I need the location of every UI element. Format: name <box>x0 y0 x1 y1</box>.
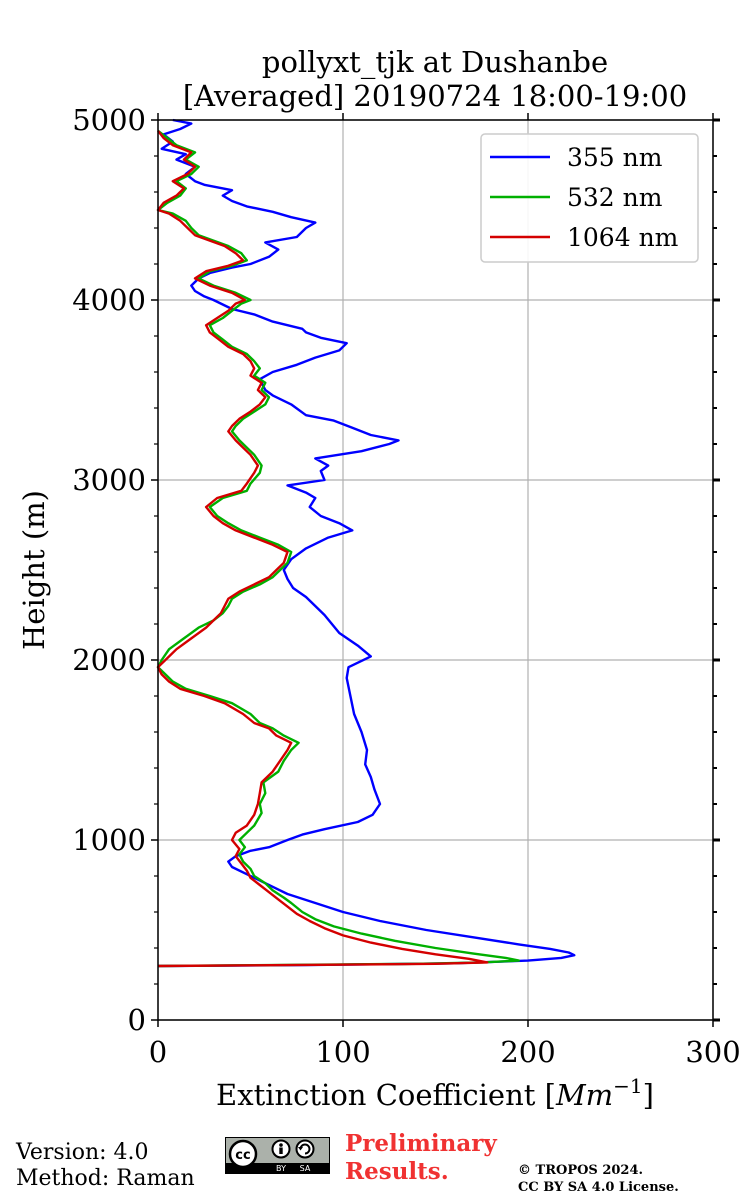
by-label: BY <box>276 1164 286 1173</box>
axis-ticks <box>151 113 720 1027</box>
preliminary-results-line1: Preliminary <box>345 1130 497 1157</box>
y-tick-label: 2000 <box>72 643 146 677</box>
cc-mark: cc <box>235 1148 250 1163</box>
sa-label: SA <box>300 1164 311 1173</box>
x-tick-label: 300 <box>685 1035 740 1069</box>
x-axis-label-suffix: ] <box>643 1078 654 1112</box>
copyright-line1: © TROPOS 2024. <box>518 1163 644 1178</box>
series-line-355-nm <box>157 118 576 968</box>
legend-label: 355 nm <box>567 143 663 172</box>
series-line-532-nm <box>156 129 520 968</box>
cc-by-sa-license-icon: cc BY SA <box>225 1137 330 1174</box>
sa-sharealike-icon <box>295 1139 315 1159</box>
preliminary-results-line2: Results. <box>345 1158 449 1185</box>
y-axis-label: Height (m) <box>17 490 51 650</box>
y-tick-label: 0 <box>128 1003 146 1037</box>
x-axis-label: Extinction Coefficient [Mm−1] <box>216 1074 654 1112</box>
cc-circle-icon <box>228 1139 258 1169</box>
legend-box <box>480 133 699 263</box>
series-line-1064-nm <box>156 130 489 968</box>
chart-title-line1: pollyxt_tjk at Dushanbe <box>262 45 608 80</box>
x-tick-label: 100 <box>315 1035 370 1069</box>
chart-title-line2: [Averaged] 20190724 18:00-19:00 <box>183 79 687 113</box>
y-tick-label: 4000 <box>72 283 146 317</box>
x-tick-label: 200 <box>500 1035 555 1069</box>
x-tick-label: 0 <box>149 1035 167 1069</box>
version-text: Version: 4.0 <box>16 1140 149 1165</box>
copyright-line2: CC BY SA 4.0 License. <box>518 1180 679 1195</box>
plot-frame <box>157 119 714 1021</box>
y-tick-label: 3000 <box>72 463 146 497</box>
x-axis-label-unit: Mm <box>555 1078 613 1112</box>
y-tick-label: 5000 <box>72 103 146 137</box>
x-axis-label-prefix: Extinction Coefficient [ <box>216 1078 556 1112</box>
x-axis-label-exponent: −1 <box>613 1074 642 1098</box>
method-text: Method: Raman <box>16 1166 195 1191</box>
y-tick-label: 1000 <box>72 823 146 857</box>
legend: 355 nm 532 nm 1064 nm <box>480 133 699 263</box>
legend-label: 1064 nm <box>567 223 679 252</box>
series-lines <box>156 118 576 968</box>
legend-label: 532 nm <box>567 183 663 212</box>
